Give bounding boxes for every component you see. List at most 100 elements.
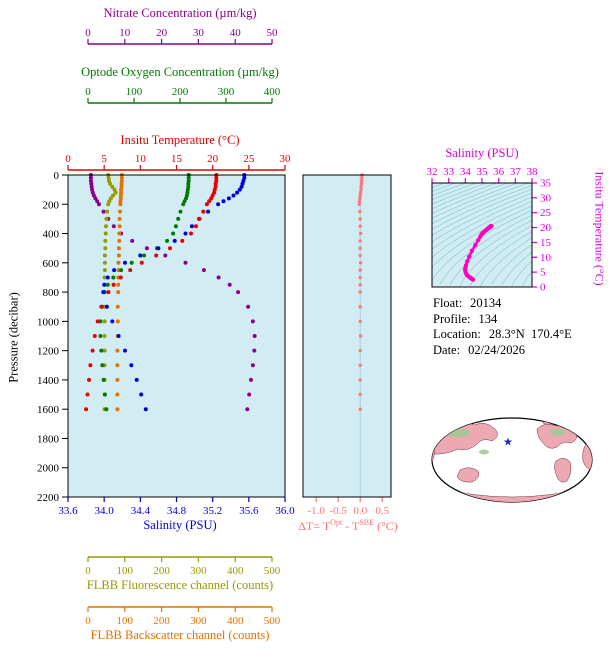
float-location-star	[503, 437, 513, 446]
profile-point	[239, 184, 244, 189]
delta-t-point	[358, 268, 362, 272]
float-info: Float: 20134 Profile: 134 Location: 28.3°N …	[433, 296, 572, 358]
profile-point	[102, 260, 107, 265]
ts-point	[465, 259, 470, 264]
tick-label: 0	[65, 153, 71, 165]
profile-point	[186, 175, 191, 180]
tick-label: 300	[218, 86, 235, 98]
profile-point	[106, 290, 111, 295]
profile-point	[129, 260, 134, 265]
profile-point	[98, 334, 103, 338]
delta-t-point	[358, 231, 363, 236]
delta-t-point	[358, 261, 363, 265]
profile-point	[88, 363, 93, 368]
profile-point	[129, 363, 134, 368]
density-contour	[431, 182, 445, 189]
tick-label: 34.4	[131, 505, 151, 517]
ts-point	[470, 277, 476, 282]
profile-point	[118, 202, 123, 207]
profile-point	[115, 363, 120, 368]
tick-label: 400	[43, 229, 60, 241]
delta-t-point	[360, 176, 364, 180]
delta-t-point	[359, 182, 364, 186]
tick-label: 32	[427, 166, 438, 178]
profile-point	[247, 392, 252, 397]
density-contour	[431, 182, 529, 225]
profile-point	[107, 199, 112, 204]
profile-line: Profile: 134	[433, 312, 572, 328]
profile-point	[242, 175, 247, 180]
delta-t-point	[359, 185, 363, 189]
tick-label: 20	[207, 153, 219, 165]
profile-point	[130, 238, 135, 243]
delta-t-point	[358, 319, 362, 324]
profile-point	[118, 193, 123, 198]
tick-label: 1400	[37, 375, 60, 387]
nitrate-axis-title: Nitrate Concentration (µm/kg)	[103, 6, 257, 20]
profile-label: Profile:	[433, 311, 471, 326]
profile-point	[97, 202, 101, 207]
profile-point	[204, 202, 209, 207]
tick-label: 400	[227, 565, 244, 577]
tick-label: 1200	[37, 346, 60, 358]
density-contour	[511, 260, 533, 286]
profile-point	[117, 216, 122, 221]
profile-point	[250, 363, 255, 368]
delta-t-axis-title: ΔT= TOpt - TSBE (°C)	[288, 518, 408, 534]
profile-point	[113, 190, 118, 195]
tick-label: 34	[460, 166, 472, 178]
tick-label: 200	[153, 615, 170, 627]
tick-label: 0	[540, 282, 546, 294]
profile-point	[111, 224, 116, 229]
profile-point	[246, 304, 251, 309]
salinity-axis-title: Salinity (PSU)	[143, 518, 217, 532]
tick-label: 34.0	[95, 505, 115, 517]
density-contour	[431, 184, 533, 230]
tick-label: 10	[135, 153, 147, 165]
tick-label: -1.0	[307, 505, 325, 517]
tick-label: 33.6	[58, 505, 78, 517]
profile-point	[103, 231, 108, 236]
profile-point	[134, 377, 139, 382]
tick-label: 35	[540, 178, 552, 190]
tick-label: 30	[193, 27, 205, 39]
profile-point	[84, 407, 89, 412]
tick-label: 0	[85, 86, 91, 98]
location-label: Location:	[433, 327, 481, 341]
profile-point	[116, 246, 121, 251]
delta-t-point	[358, 193, 362, 198]
tick-label: 25	[243, 153, 255, 165]
location-line: Location: 28.3°N 170.4°E	[433, 327, 572, 343]
tick-label: 500	[264, 565, 281, 577]
tick-label: 2200	[37, 492, 60, 504]
profile-point	[103, 246, 108, 251]
profile-point	[119, 175, 124, 180]
density-contour	[431, 182, 487, 205]
profile-point	[213, 181, 218, 186]
profile-point	[163, 253, 168, 258]
ts-plot-frame	[431, 182, 533, 288]
profile-point	[183, 260, 188, 265]
tick-label: 40	[230, 27, 242, 39]
delta-t-point	[358, 407, 362, 411]
ts-point	[476, 237, 481, 243]
density-contour	[469, 231, 533, 287]
tick-label: 5	[540, 267, 546, 279]
tick-label: 100	[126, 86, 143, 98]
profile-point	[93, 196, 98, 201]
date-line: Date: 02/24/2026	[433, 343, 572, 359]
delta-t-label-pre: ΔT= T	[298, 519, 331, 533]
fluorescence-axis-title: FLBB Fluorescence channel (counts)	[86, 578, 274, 592]
tick-label: 25	[540, 207, 552, 219]
profile-point	[104, 407, 109, 412]
continent	[456, 467, 479, 483]
profile-point	[252, 348, 257, 353]
profile-point	[178, 209, 183, 214]
tick-label: 5	[101, 153, 107, 165]
continent	[582, 440, 592, 472]
profile-salinity	[101, 173, 247, 412]
tick-label: 0	[54, 170, 60, 182]
density-contour	[431, 192, 533, 243]
delta-t-point	[358, 253, 362, 258]
